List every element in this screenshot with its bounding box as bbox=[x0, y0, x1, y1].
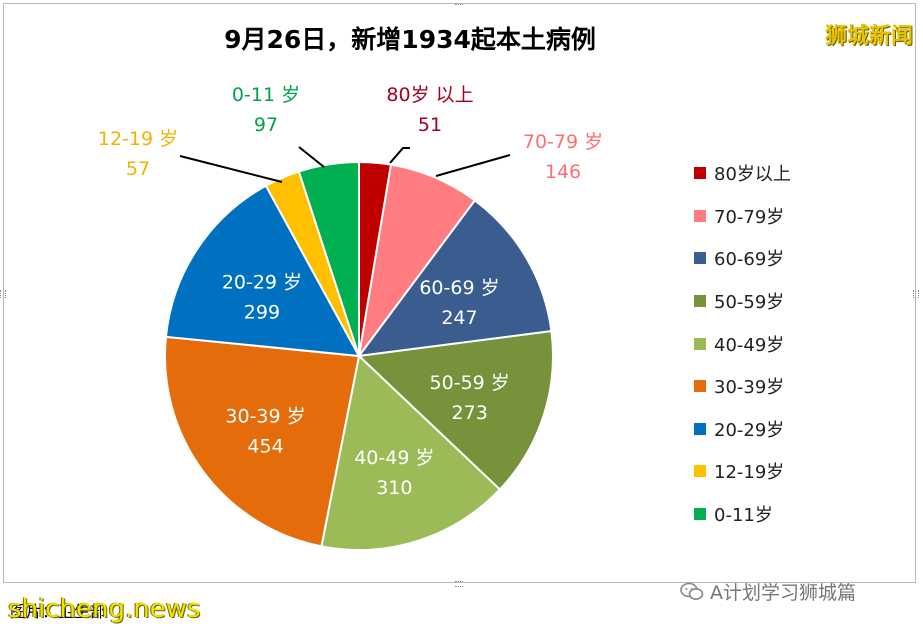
legend-swatch bbox=[694, 337, 706, 350]
frame-resize-handle-top[interactable] bbox=[455, 0, 463, 5]
legend-label: 40-49岁 bbox=[714, 334, 785, 356]
data-label-value-50-59: 273 bbox=[452, 402, 488, 424]
data-label-category-60-69: 60-69 岁 bbox=[419, 277, 499, 299]
legend-label: 30-39岁 bbox=[714, 377, 785, 399]
data-label-category-0-11: 0-11 岁 bbox=[232, 84, 300, 106]
legend-label: 0-11岁 bbox=[714, 505, 773, 527]
pie-slice-40-49 bbox=[320, 354, 502, 551]
legend-item-70-79: 70-79岁 bbox=[694, 195, 791, 238]
data-label-value-12-19: 57 bbox=[126, 158, 150, 180]
legend-item-50-59: 50-59岁 bbox=[694, 280, 791, 323]
image-source-text: 图片：卫生部 bbox=[10, 602, 107, 621]
legend-label: 12-19岁 bbox=[714, 462, 785, 484]
data-label-category-40-49: 40-49 岁 bbox=[354, 447, 434, 469]
legend-swatch bbox=[694, 465, 706, 478]
legend-swatch bbox=[694, 167, 706, 180]
data-label-category-50-59: 50-59 岁 bbox=[430, 372, 510, 394]
frame-resize-handle-left[interactable] bbox=[0, 290, 6, 298]
data-label-value-30-39: 454 bbox=[247, 435, 283, 457]
leader-line-80 bbox=[389, 147, 410, 164]
pie-chart: 80岁 以上 51 70-79 岁 146 60-69 岁 247 50-59 岁 273 40… bbox=[98, 84, 603, 551]
leader-line-0-11 bbox=[298, 146, 325, 168]
legend-swatch bbox=[694, 209, 706, 222]
data-label-category-30-39: 30-39 岁 bbox=[225, 405, 305, 427]
legend-item-20-29: 20-29岁 bbox=[694, 408, 791, 451]
brand-logo-text: 狮城新闻 bbox=[824, 24, 913, 49]
legend-swatch bbox=[694, 380, 706, 393]
wechat-icon bbox=[680, 582, 704, 602]
legend-label: 20-29岁 bbox=[714, 419, 785, 441]
pie-slice-50-59 bbox=[356, 330, 554, 491]
legend-item-12-19: 12-19岁 bbox=[694, 450, 791, 493]
legend-item-60-69: 60-69岁 bbox=[694, 237, 791, 280]
legend-label: 70-79岁 bbox=[714, 206, 785, 228]
pie-slice-30-39 bbox=[164, 335, 361, 548]
chart-legend: 80岁以上 70-79岁 60-69岁 50-59岁 40-49岁 30-39岁 20-29… bbox=[694, 152, 791, 535]
legend-swatch bbox=[694, 508, 706, 521]
legend-label: 60-69岁 bbox=[714, 249, 785, 271]
data-label-value-80: 51 bbox=[418, 114, 442, 136]
pie-slice-60-69 bbox=[356, 198, 553, 358]
pie-slice-0-11 bbox=[297, 160, 360, 357]
site-watermark: shicheng.news bbox=[8, 594, 201, 624]
data-label-value-60-69: 247 bbox=[441, 307, 477, 329]
data-label-category-80: 80岁 以上 bbox=[386, 84, 473, 106]
pie-slice-20-29 bbox=[164, 184, 361, 358]
legend-swatch bbox=[694, 422, 706, 435]
data-label-category-12-19: 12-19 岁 bbox=[98, 128, 178, 150]
legend-label: 80岁以上 bbox=[714, 164, 791, 186]
frame-resize-handle-right[interactable] bbox=[913, 290, 919, 298]
leader-line-70-79 bbox=[435, 154, 511, 177]
legend-swatch bbox=[694, 295, 706, 308]
data-label-value-70-79: 146 bbox=[545, 161, 581, 183]
wechat-account-label: A计划学习狮城篇 bbox=[710, 582, 856, 604]
legend-item-30-39: 30-39岁 bbox=[694, 365, 791, 408]
data-label-category-70-79: 70-79 岁 bbox=[523, 131, 603, 153]
legend-item-40-49: 40-49岁 bbox=[694, 322, 791, 365]
wechat-account-tag: A计划学习狮城篇 bbox=[680, 578, 856, 605]
chart-title: 9月26日，新增1934起本土病例 bbox=[224, 25, 596, 54]
leader-line-12-19 bbox=[179, 155, 283, 183]
legend-label: 50-59岁 bbox=[714, 292, 785, 314]
data-label-category-20-29: 20-29 岁 bbox=[222, 272, 302, 294]
data-label-value-0-11: 97 bbox=[254, 114, 278, 136]
legend-item-0-11: 0-11岁 bbox=[694, 493, 791, 536]
frame-resize-handle-bottom[interactable] bbox=[455, 581, 463, 587]
legend-item-80: 80岁以上 bbox=[694, 152, 791, 195]
legend-swatch bbox=[694, 252, 706, 265]
data-label-value-20-29: 299 bbox=[244, 302, 280, 324]
data-label-value-40-49: 310 bbox=[376, 477, 412, 499]
